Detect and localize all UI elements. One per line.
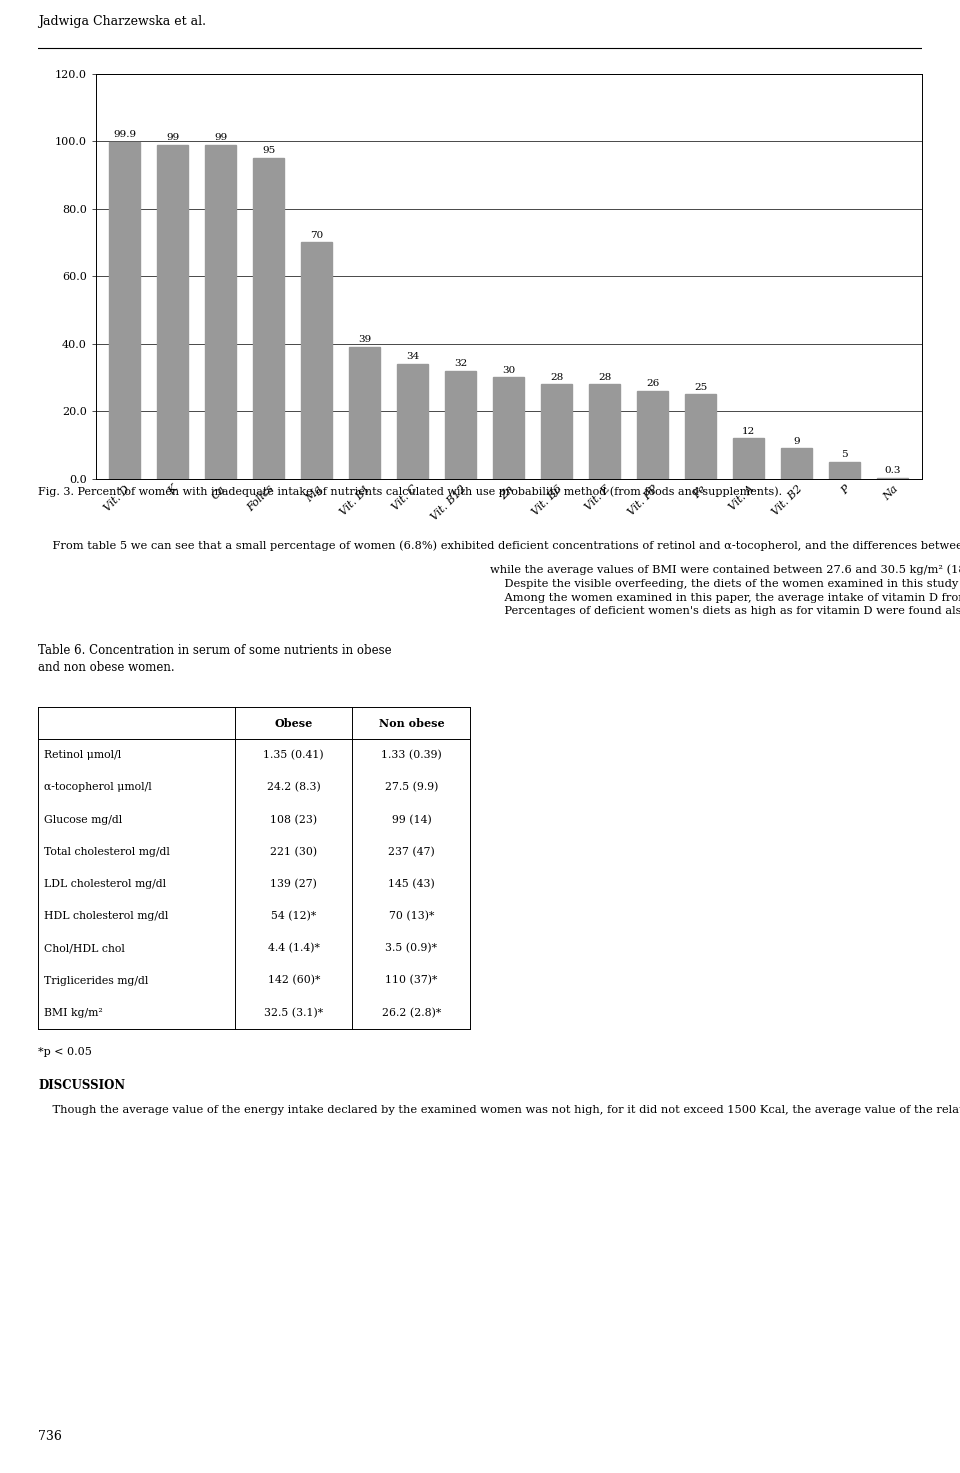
- Text: From table 5 we can see that a small percentage of women (6.8%) exhibited defici: From table 5 we can see that a small per…: [38, 541, 960, 551]
- Text: 99 (14): 99 (14): [392, 815, 431, 825]
- Text: 9: 9: [794, 436, 800, 446]
- Text: 39: 39: [358, 336, 372, 345]
- Text: Though the average value of the energy intake declared by the examined women was: Though the average value of the energy i…: [38, 1105, 960, 1115]
- Text: Total cholesterol mg/dl: Total cholesterol mg/dl: [43, 847, 170, 857]
- Text: 25: 25: [694, 383, 708, 392]
- Text: 26: 26: [646, 379, 660, 389]
- Text: LDL cholesterol mg/dl: LDL cholesterol mg/dl: [43, 879, 166, 890]
- Bar: [445, 371, 476, 479]
- Text: 3.5 (0.9)*: 3.5 (0.9)*: [385, 943, 438, 953]
- Text: 28: 28: [550, 373, 564, 382]
- Bar: [397, 364, 428, 479]
- Text: while the average values of BMI were contained between 27.6 and 30.5 kg/m² (18).: while the average values of BMI were con…: [490, 564, 960, 616]
- Text: Table 6. Concentration in serum of some nutrients in obese
and non obese women.: Table 6. Concentration in serum of some …: [38, 644, 392, 673]
- Text: 1.33 (0.39): 1.33 (0.39): [381, 750, 442, 760]
- Bar: [253, 158, 284, 479]
- Text: Obese: Obese: [275, 717, 313, 729]
- Text: 145 (43): 145 (43): [388, 879, 435, 890]
- Bar: [109, 141, 140, 479]
- Text: 28: 28: [598, 373, 612, 382]
- Text: Jadwiga Charzewska et al.: Jadwiga Charzewska et al.: [38, 15, 206, 28]
- Text: 26.2 (2.8)*: 26.2 (2.8)*: [382, 1008, 441, 1018]
- Text: 24.2 (8.3): 24.2 (8.3): [267, 782, 321, 792]
- Text: 34: 34: [406, 352, 420, 361]
- Bar: [685, 395, 716, 479]
- Text: 54 (12)*: 54 (12)*: [271, 910, 317, 921]
- Bar: [349, 348, 380, 479]
- Text: 30: 30: [502, 365, 516, 374]
- Text: 70 (13)*: 70 (13)*: [389, 910, 434, 921]
- Text: *p < 0.05: *p < 0.05: [38, 1047, 92, 1056]
- Text: 736: 736: [38, 1430, 62, 1444]
- Text: 32: 32: [454, 359, 468, 368]
- Bar: [157, 144, 188, 479]
- Text: 27.5 (9.9): 27.5 (9.9): [385, 782, 438, 792]
- Text: Triglicerides mg/dl: Triglicerides mg/dl: [43, 975, 148, 985]
- Text: Chol/HDL chol: Chol/HDL chol: [43, 943, 125, 953]
- Text: 237 (47): 237 (47): [388, 847, 435, 857]
- Text: 99: 99: [166, 133, 180, 141]
- Text: 5: 5: [842, 451, 848, 460]
- Bar: [205, 144, 236, 479]
- Bar: [733, 439, 764, 479]
- Bar: [541, 384, 572, 479]
- Bar: [589, 384, 620, 479]
- Text: 99.9: 99.9: [113, 130, 136, 138]
- Text: 70: 70: [310, 231, 324, 240]
- Bar: [829, 463, 860, 479]
- Text: 1.35 (0.41): 1.35 (0.41): [263, 750, 324, 760]
- Text: 99: 99: [214, 133, 228, 141]
- Text: 95: 95: [262, 146, 276, 155]
- Text: 221 (30): 221 (30): [270, 847, 317, 857]
- Text: Non obese: Non obese: [378, 717, 444, 729]
- Text: 32.5 (3.1)*: 32.5 (3.1)*: [264, 1008, 324, 1018]
- Bar: [781, 448, 812, 479]
- Text: 139 (27): 139 (27): [271, 879, 317, 890]
- Text: HDL cholesterol mg/dl: HDL cholesterol mg/dl: [43, 912, 168, 921]
- Bar: [493, 377, 524, 479]
- Text: Retinol μmol/l: Retinol μmol/l: [43, 750, 121, 760]
- Text: Glucose mg/dl: Glucose mg/dl: [43, 815, 122, 825]
- Text: 108 (23): 108 (23): [270, 815, 317, 825]
- Text: 142 (60)*: 142 (60)*: [268, 975, 320, 985]
- Text: BMI kg/m²: BMI kg/m²: [43, 1008, 103, 1018]
- Text: Fig. 3. Percent of women with inadequate intake of nutrients calculated with use: Fig. 3. Percent of women with inadequate…: [38, 486, 782, 496]
- Text: DISCUSSION: DISCUSSION: [38, 1080, 126, 1091]
- Text: 12: 12: [742, 427, 756, 436]
- Text: 4.4 (1.4)*: 4.4 (1.4)*: [268, 943, 320, 953]
- Text: 0.3: 0.3: [884, 465, 901, 474]
- Text: α-tocopherol μmol/l: α-tocopherol μmol/l: [43, 782, 152, 792]
- Bar: [301, 243, 332, 479]
- Bar: [637, 390, 668, 479]
- Text: 110 (37)*: 110 (37)*: [385, 975, 438, 985]
